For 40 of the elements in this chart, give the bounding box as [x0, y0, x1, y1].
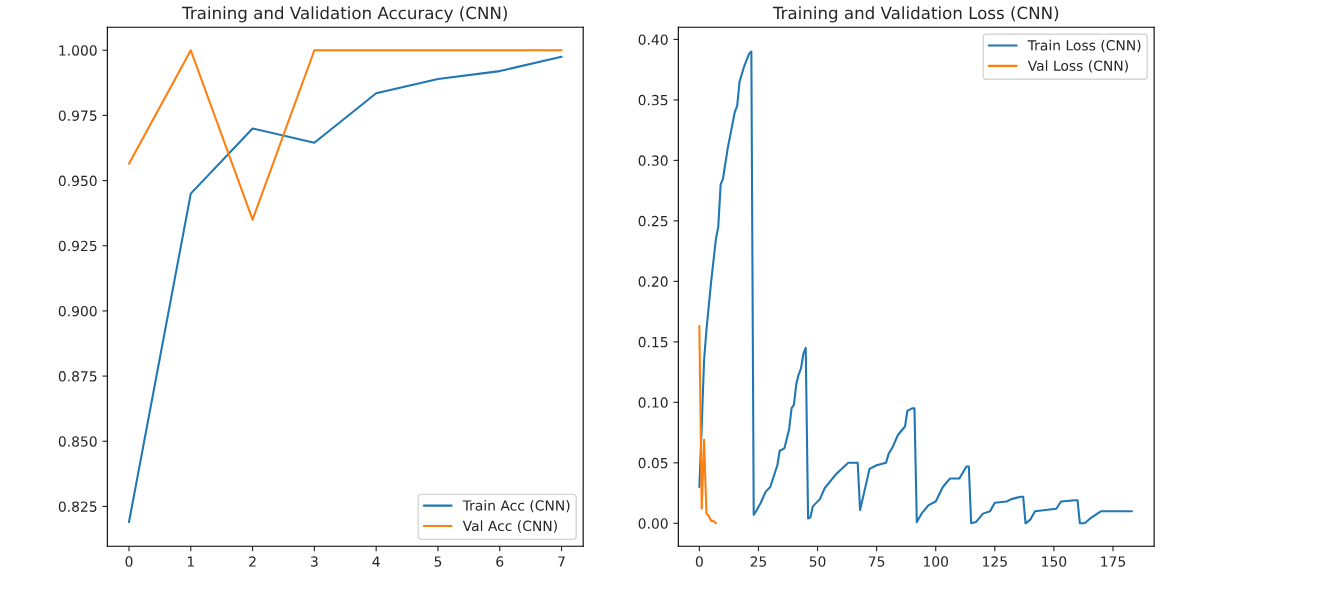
y-tick-label: 0.05	[638, 457, 668, 469]
y-tick-label: 0.10	[638, 397, 668, 408]
y-tick-label: 0.975	[58, 110, 97, 121]
x-tick-label: 5	[434, 556, 442, 567]
x-tick-label: 100	[923, 556, 949, 567]
x-tick-label: 75	[868, 556, 885, 567]
y-tick-label: 0.825	[58, 501, 97, 512]
x-tick-label: 1	[187, 556, 194, 567]
line-series	[698, 325, 717, 525]
y-tick-label: 0.35	[638, 94, 668, 106]
x-tick-label: 25	[750, 556, 767, 567]
y-tick-label: 0.30	[638, 155, 668, 166]
legend-label: Val Loss (CNN)	[1027, 60, 1128, 73]
legend-label: Val Acc (CNN)	[462, 520, 557, 533]
x-tick-label: 4	[372, 556, 380, 567]
x-tick-label: 7	[558, 556, 565, 567]
y-tick-label: 0.850	[58, 436, 97, 447]
legend-label: Train Loss (CNN)	[1027, 39, 1141, 53]
y-tick-label: 0.900	[58, 305, 97, 317]
chart-title: Training and Validation Loss (CNN)	[772, 6, 1059, 23]
y-tick-label: 0.925	[58, 240, 97, 252]
x-tick-label: 2	[249, 556, 256, 567]
y-tick-label: 0.25	[638, 215, 668, 227]
x-tick-label: 125	[983, 556, 1007, 567]
y-tick-label: 1.000	[59, 45, 97, 56]
chart-title: Training and Validation Accuracy (CNN)	[182, 6, 507, 23]
x-tick-label: 3	[311, 556, 318, 567]
x-tick-label: 50	[809, 556, 826, 567]
x-tick-label: 0	[695, 556, 703, 567]
y-tick-label: 0.00	[638, 518, 668, 529]
y-tick-label: 0.20	[638, 276, 668, 287]
y-tick-label: 0.15	[638, 336, 668, 348]
legend-label: Train Acc (CNN)	[462, 499, 570, 513]
x-tick-label: 175	[1101, 556, 1126, 567]
x-tick-label: 150	[1042, 556, 1067, 567]
y-tick-label: 0.875	[58, 371, 97, 382]
y-tick-label: 0.950	[58, 175, 97, 187]
y-tick-label: 0.40	[638, 34, 668, 45]
x-tick-label: 0	[125, 556, 133, 567]
x-tick-label: 6	[496, 556, 504, 567]
